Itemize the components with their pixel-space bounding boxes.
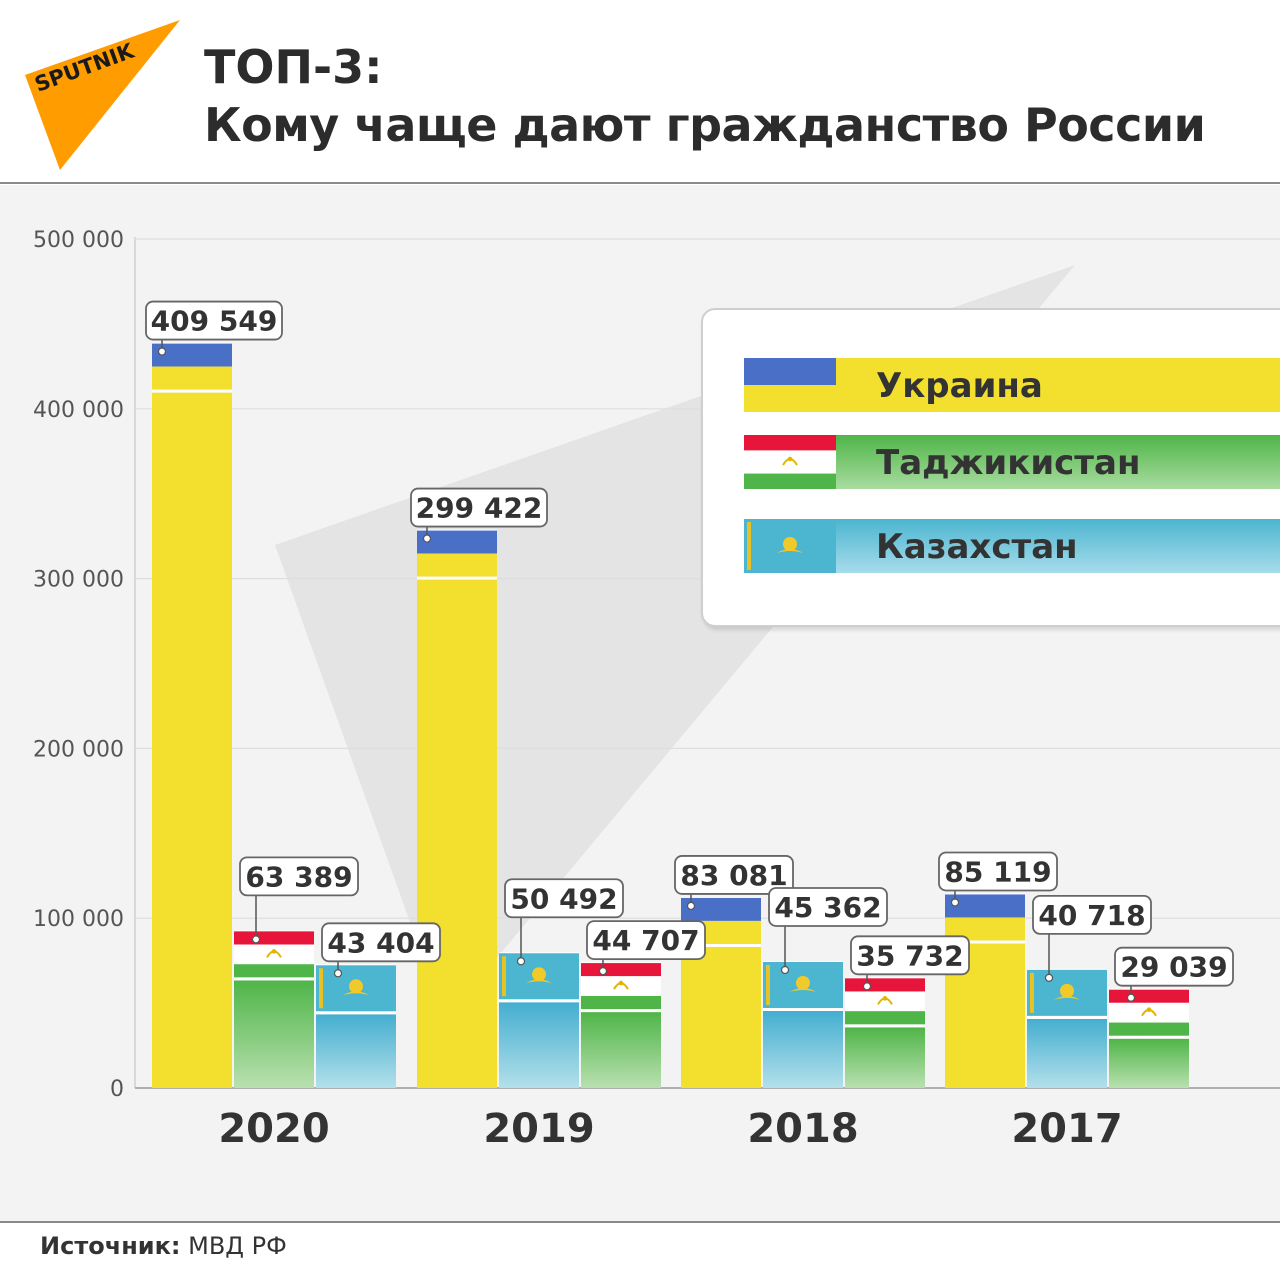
bar-ukraine-2017 — [945, 893, 1025, 1088]
data-label: 35 732 — [850, 935, 970, 991]
value-label-text: 85 119 — [944, 855, 1051, 888]
tajikistan-flag-icon — [1109, 989, 1189, 1036]
tajikistan-flag-icon — [845, 978, 925, 1025]
bar-kazakhstan-2020 — [316, 964, 396, 1088]
title-line-2: Кому чаще дают гражданство России — [204, 98, 1206, 152]
ukraine-flag-icon — [152, 343, 232, 390]
bar-tajikistan-2017 — [1109, 988, 1189, 1088]
bar-body — [152, 392, 232, 1088]
kazakhstan-flag-icon — [499, 953, 579, 1000]
x-category-label: 2018 — [747, 1106, 858, 1152]
y-tick-label: 500 000 — [33, 228, 124, 253]
data-label: 43 404 — [321, 922, 441, 978]
bar-body — [681, 946, 761, 1088]
legend — [701, 308, 1280, 627]
bar-body — [581, 1012, 661, 1088]
source-value: МВД РФ — [188, 1232, 287, 1260]
value-label-text: 50 492 — [510, 882, 617, 915]
data-label: 83 081 — [674, 855, 794, 911]
bar-tajikistan-2018 — [845, 977, 925, 1088]
value-label-text: 43 404 — [327, 926, 434, 959]
title-line-1: ТОП-3: — [204, 40, 383, 94]
kazakhstan-flag-icon — [1027, 969, 1107, 1016]
value-label-text: 83 081 — [680, 859, 787, 892]
y-tick-label: 200 000 — [33, 737, 124, 762]
value-label-text: 35 732 — [856, 939, 963, 972]
data-label: 85 119 — [938, 851, 1058, 907]
source-note: Источник: МВД РФ — [40, 1232, 287, 1260]
source-label: Источник: — [40, 1232, 181, 1260]
footer-divider — [0, 1221, 1280, 1223]
ukraine-flag-icon — [417, 530, 497, 577]
header: SPUTNIK ТОП-3: Кому чаще дают гражданств… — [0, 0, 1280, 183]
value-label-text: 40 718 — [1038, 899, 1145, 932]
x-category-label: 2019 — [483, 1106, 594, 1152]
value-label-text: 409 549 — [151, 305, 278, 338]
header-divider — [0, 182, 1280, 184]
value-label-text: 45 362 — [774, 891, 881, 924]
data-label: 63 389 — [239, 856, 359, 944]
data-label: 44 707 — [586, 920, 706, 976]
y-tick-label: 0 — [110, 1077, 124, 1102]
x-category-label: 2017 — [1011, 1106, 1122, 1152]
bar-tajikistan-2020 — [234, 930, 314, 1088]
bar-body — [417, 579, 497, 1088]
data-label: 45 362 — [768, 887, 888, 975]
y-tick-label: 300 000 — [33, 568, 124, 593]
bar-body — [499, 1002, 579, 1088]
sputnik-logo: SPUTNIK — [25, 20, 180, 170]
bar-body — [316, 1014, 396, 1088]
value-label-text: 29 039 — [1120, 951, 1227, 984]
y-tick-label: 400 000 — [33, 398, 124, 423]
x-category-label: 2020 — [218, 1106, 329, 1152]
data-label: 29 039 — [1114, 946, 1234, 1002]
data-label: 299 422 — [410, 487, 548, 543]
bar-body — [763, 1010, 843, 1088]
bar-body — [1109, 1038, 1189, 1088]
value-label-text: 44 707 — [592, 924, 699, 957]
kazakhstan-flag-icon — [316, 965, 396, 1012]
bar-body — [1027, 1018, 1107, 1088]
data-label: 409 549 — [145, 300, 283, 356]
kazakhstan-flag-icon — [763, 961, 843, 1008]
value-label-text: 299 422 — [416, 492, 543, 525]
data-label: 40 718 — [1032, 894, 1152, 982]
bar-body — [234, 980, 314, 1088]
ukraine-flag-icon — [945, 894, 1025, 941]
bar-kazakhstan-2017 — [1027, 968, 1107, 1088]
bar-kazakhstan-2018 — [763, 960, 843, 1088]
bar-body — [845, 1027, 925, 1088]
bar-kazakhstan-2019 — [499, 952, 579, 1088]
tajikistan-flag-icon — [581, 963, 661, 1010]
bar-tajikistan-2019 — [581, 962, 661, 1088]
data-label: 50 492 — [504, 878, 624, 966]
bar-ukraine-2020 — [152, 342, 232, 1088]
value-label-text: 63 389 — [245, 860, 352, 893]
y-tick-label: 100 000 — [33, 907, 124, 932]
tajikistan-flag-icon — [234, 931, 314, 978]
bar-ukraine-2019 — [417, 529, 497, 1088]
